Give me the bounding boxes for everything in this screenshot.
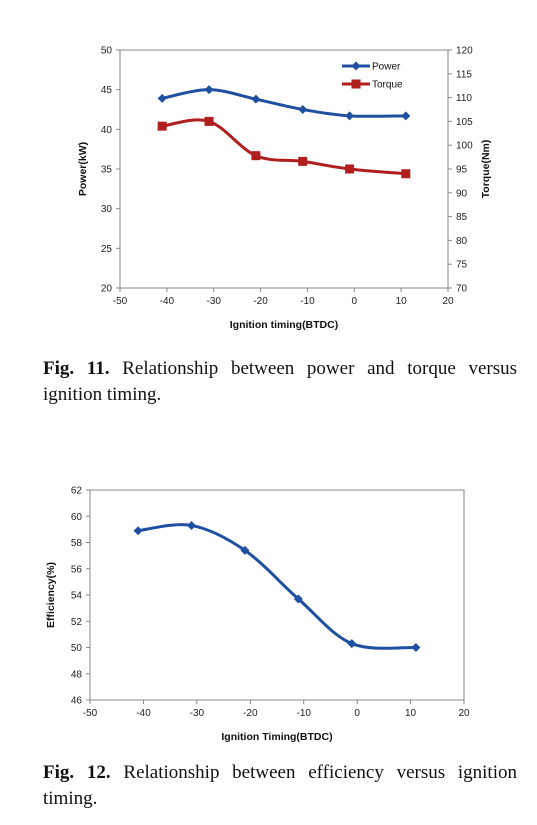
- figure-12-caption: Fig. 12. Relationship between efficiency…: [43, 760, 517, 812]
- figure-12-label: Fig. 12.: [43, 762, 111, 783]
- chart1-legend: Power Torque: [342, 61, 403, 91]
- x-tick-label: -20: [253, 296, 268, 307]
- series-point: [133, 526, 143, 536]
- x-tick-label: -50: [113, 296, 128, 307]
- y-tick-label: 45: [101, 85, 113, 96]
- y-tick-label: 56: [71, 564, 83, 575]
- plot-frame: [89, 489, 465, 701]
- y2-tick-label: 115: [456, 69, 472, 80]
- power-point: [345, 111, 355, 121]
- chart1-axes: -50 -40 -30 -20 -10 0 10 20 20 25 30 35 40 45 50 70 75 80…: [77, 46, 492, 332]
- x-tick-label: 0: [352, 296, 358, 307]
- power-line: [161, 88, 406, 118]
- figure-11-caption: Fig. 11. Relationship between power and …: [43, 356, 517, 408]
- y-tick-label: 48: [71, 669, 83, 680]
- y-axis-title: Efficiency(%): [45, 562, 57, 628]
- y2-tick-label: 105: [456, 117, 473, 128]
- y-tick-label: 40: [101, 125, 113, 136]
- y2-tick-label: 90: [456, 188, 468, 199]
- power-point: [298, 105, 308, 114]
- x-tick-label: -30: [206, 296, 221, 307]
- x-tick-label: -20: [243, 708, 258, 719]
- series-point: [187, 520, 197, 530]
- x-tick-label: 10: [396, 296, 408, 307]
- x-tick-label: 10: [405, 708, 417, 719]
- torque-point: [157, 121, 167, 131]
- power-legend-marker: [351, 61, 361, 71]
- chart2-series: [133, 520, 421, 652]
- x-tick-label: -10: [300, 296, 315, 307]
- y2-tick-label: 95: [456, 165, 468, 176]
- torque-point: [401, 169, 411, 179]
- power-point: [401, 111, 411, 121]
- y-tick-label: 30: [101, 204, 113, 215]
- x-tick-label: 20: [442, 296, 454, 307]
- y-tick-label: 54: [71, 591, 83, 602]
- series-point: [411, 643, 421, 652]
- y-tick-label: 60: [71, 512, 83, 523]
- y-tick-label: 50: [71, 643, 83, 654]
- x-tick-label: -10: [296, 708, 311, 719]
- y2-tick-label: 85: [456, 212, 468, 223]
- efficiency-chart: -50 -40 -30 -20 -10 0 10 20 46 48 50 52 54 56 58 60 62 Ig…: [45, 486, 470, 744]
- torque-point: [298, 156, 308, 166]
- x-tick-label: 0: [354, 708, 360, 719]
- torque-legend-label: Torque: [372, 80, 403, 91]
- y-tick-label: 62: [71, 486, 83, 497]
- power-torque-chart: -50 -40 -30 -20 -10 0 10 20 20 25 30 35 40 45 50 70 75 80…: [77, 46, 492, 332]
- x-axis-title: Ignition Timing(BTDC): [221, 731, 332, 743]
- figure-12-text: Relationship between efficiency versus i…: [43, 762, 517, 809]
- x-tick-label: 20: [458, 708, 470, 719]
- y2-axis-title: Torque(Nm): [480, 140, 492, 199]
- power-point: [204, 85, 214, 95]
- y2-tick-label: 120: [456, 46, 473, 57]
- y2-tick-label: 100: [456, 141, 473, 152]
- x-tick-label: -40: [160, 296, 175, 307]
- y-tick-label: 52: [71, 617, 83, 628]
- series-point: [347, 639, 357, 649]
- x-tick-label: -30: [190, 708, 205, 719]
- power-legend-label: Power: [372, 62, 401, 73]
- y2-tick-label: 75: [456, 260, 468, 271]
- x-axis-title: Ignition timing(BTDC): [230, 319, 338, 331]
- chart1-series: [157, 85, 411, 179]
- torque-legend-marker: [351, 79, 361, 89]
- power-point: [251, 94, 261, 104]
- y-tick-label: 20: [101, 284, 113, 295]
- torque-point: [204, 116, 214, 126]
- x-tick-label: -50: [83, 708, 98, 719]
- y-axis-title: Power(kW): [77, 142, 89, 196]
- chart2-axes: -50 -40 -30 -20 -10 0 10 20 46 48 50 52 54 56 58 60 62 Ig…: [45, 486, 470, 744]
- power-point: [157, 93, 167, 103]
- series-line: [137, 523, 417, 650]
- y2-tick-label: 70: [456, 284, 468, 295]
- y2-tick-label: 110: [456, 93, 472, 104]
- torque-point: [345, 164, 355, 174]
- torque-line: [161, 118, 406, 176]
- figure-11-label: Fig. 11.: [43, 358, 110, 379]
- y-tick-label: 25: [101, 244, 113, 255]
- series-point: [293, 594, 303, 604]
- figure-11-text: Relationship between power and torque ve…: [43, 358, 517, 405]
- x-tick-label: -40: [136, 708, 151, 719]
- y-tick-label: 58: [71, 538, 83, 549]
- series-point: [240, 545, 250, 555]
- y2-tick-label: 80: [456, 236, 468, 247]
- torque-point: [251, 151, 261, 161]
- y-tick-label: 46: [71, 696, 83, 707]
- y-tick-label: 50: [101, 46, 113, 57]
- y-tick-label: 35: [101, 165, 113, 176]
